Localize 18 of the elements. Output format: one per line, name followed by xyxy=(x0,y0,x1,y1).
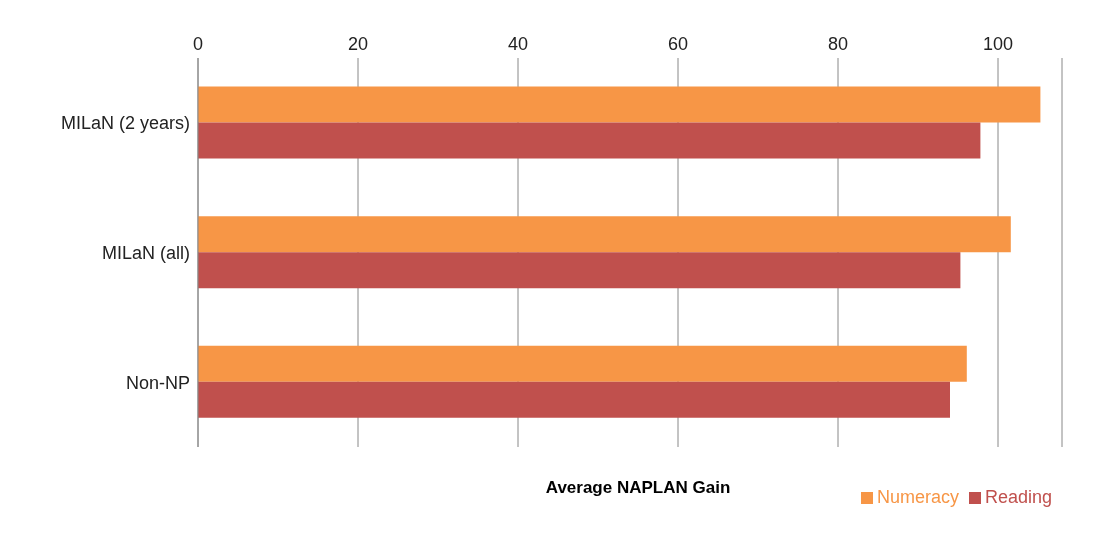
y-tick-label: MILaN (all) xyxy=(101,242,190,263)
bar xyxy=(198,345,967,382)
x-tick-label: 40 xyxy=(507,34,529,54)
y-tick-label: MILaN (2 years) xyxy=(60,113,190,134)
bar xyxy=(198,86,1041,123)
bar xyxy=(198,216,1011,253)
x-tick-label: 100 xyxy=(982,34,1014,54)
y-tick-label: Non-NP xyxy=(125,372,190,393)
x-tick-label: 80 xyxy=(827,34,849,54)
bar xyxy=(198,122,981,159)
legend-label: Reading xyxy=(984,487,1052,507)
x-tick-label: 0 xyxy=(192,34,204,54)
x-tick-label: 20 xyxy=(347,34,369,54)
x-tick-label: 60 xyxy=(667,34,689,54)
x-axis-title: Average NAPLAN Gain xyxy=(545,478,731,497)
bar xyxy=(198,381,950,418)
bar xyxy=(198,252,961,289)
legend-label: Numeracy xyxy=(876,487,959,507)
